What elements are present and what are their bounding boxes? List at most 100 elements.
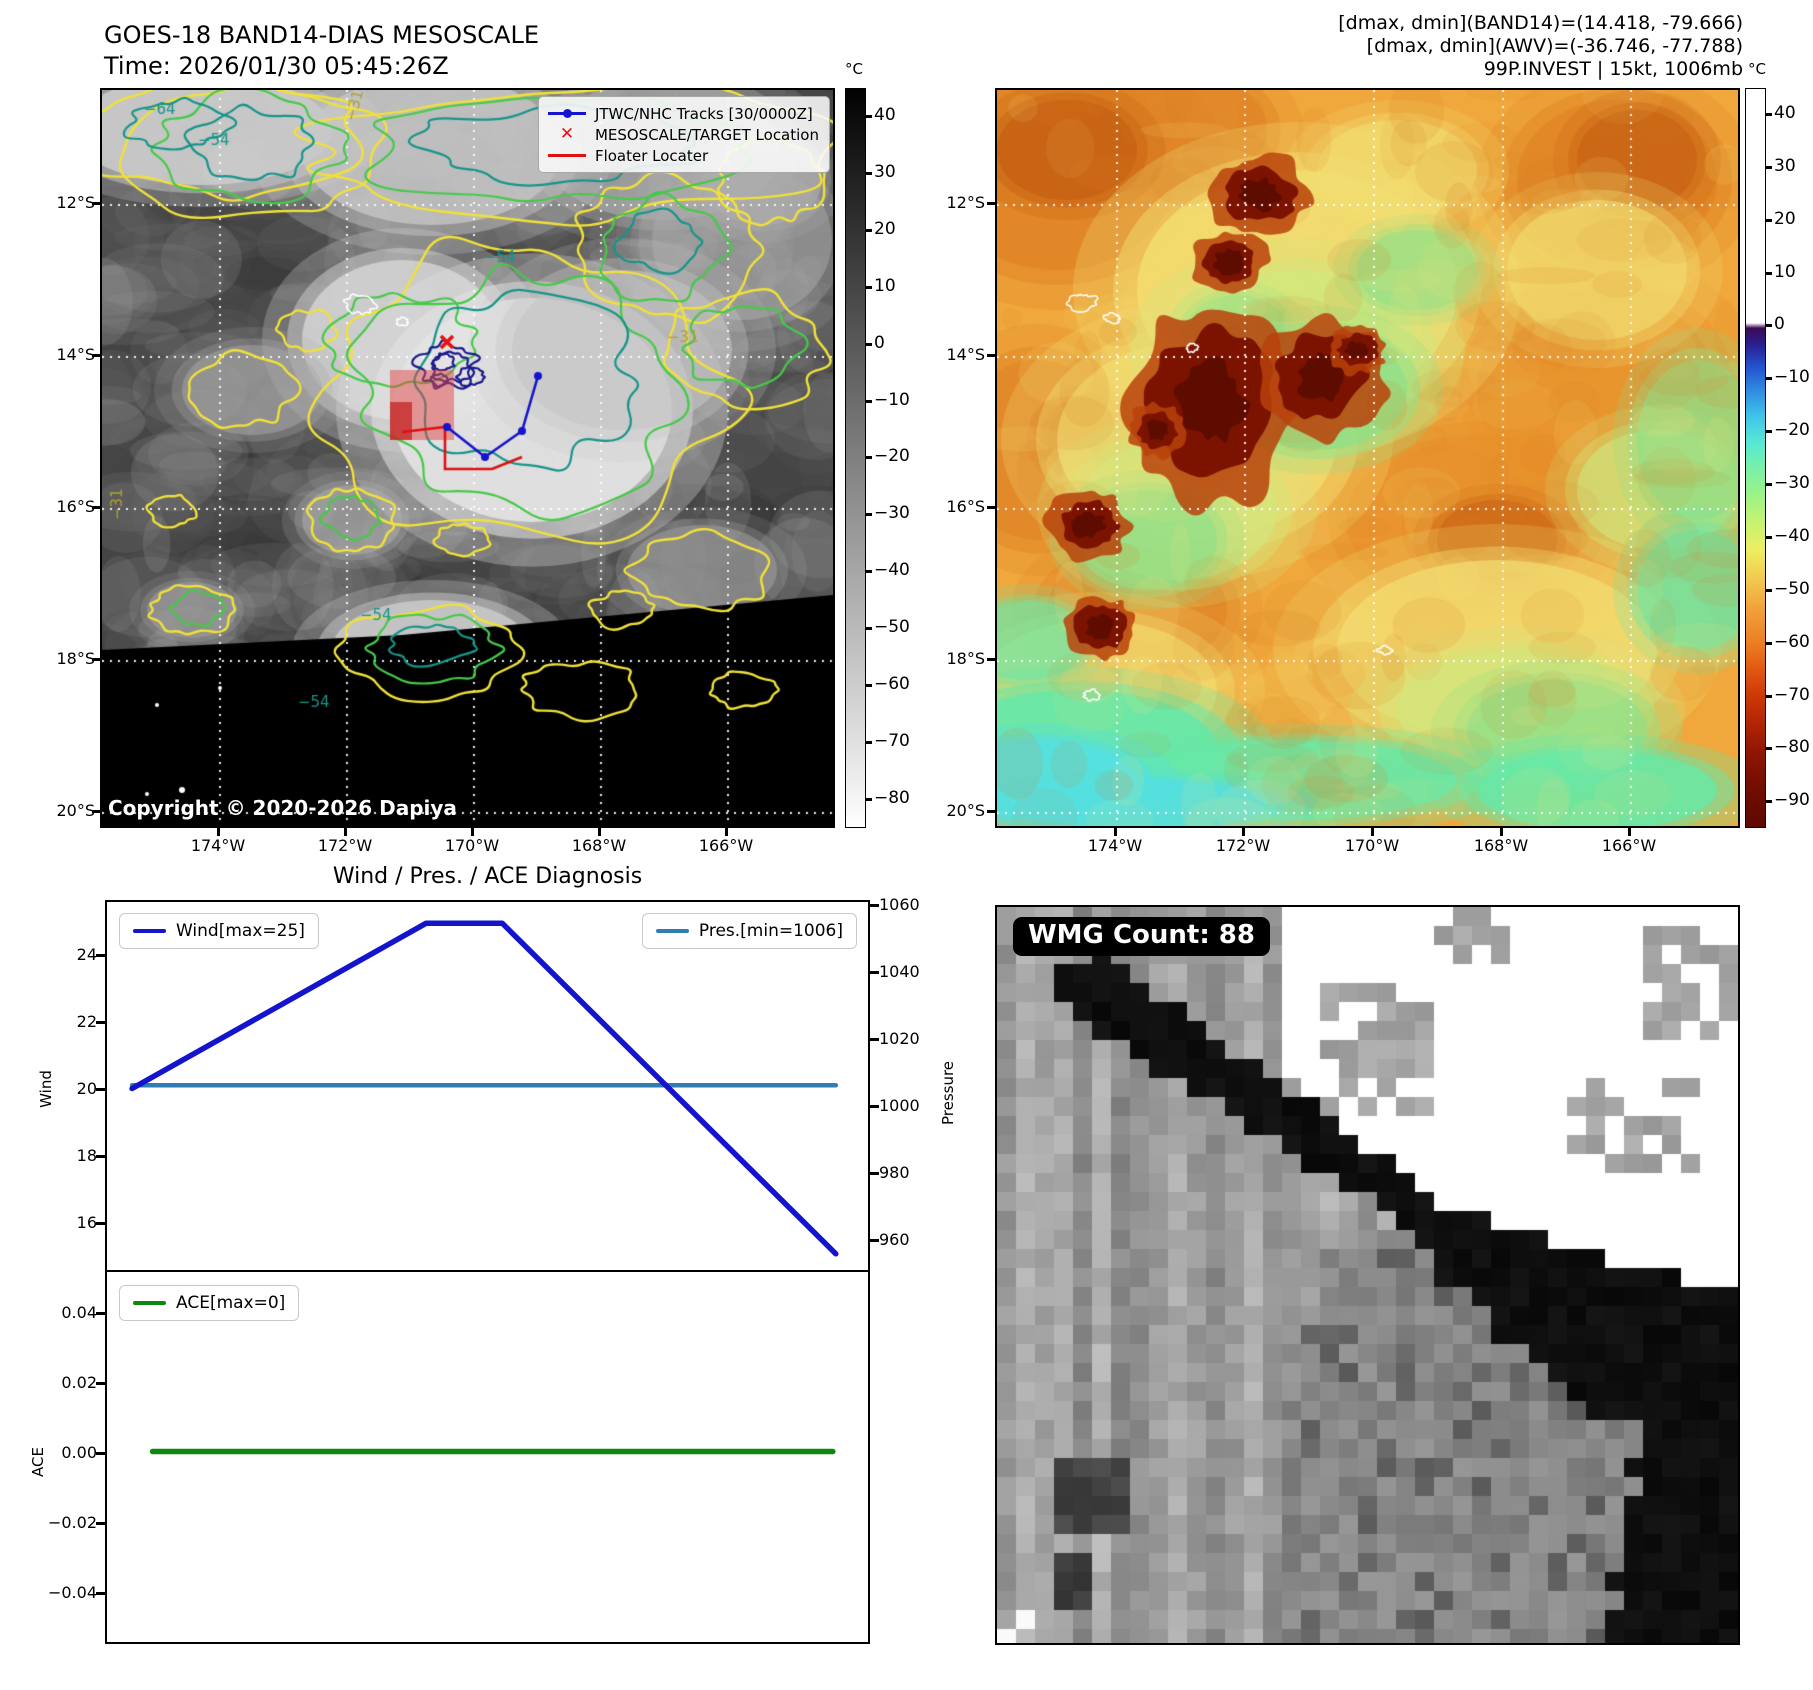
axis-tick-mark: [987, 353, 995, 357]
axis-tick-mark: [870, 1037, 879, 1041]
axis-tick-mark: [92, 657, 100, 661]
axis-tick-mark: [96, 1381, 105, 1385]
axis-tick-mark: [96, 1154, 105, 1158]
legend-row-target: ✕ MESOSCALE/TARGET Location: [548, 124, 819, 145]
wind-axis-label: Wind: [37, 1070, 55, 1108]
axis-tick-mark: [866, 798, 872, 801]
ir-colorbar-tick-label: 0: [874, 333, 885, 353]
wind-line-swatch: [133, 928, 166, 934]
ace-plot-area: [149, 1448, 836, 1455]
axis-tick-mark: [866, 343, 872, 346]
pressure-tick-label: 1060: [879, 895, 920, 914]
ir-lat-tick-label: 12°S: [56, 193, 95, 212]
pressure-tick-label: 1040: [879, 962, 920, 981]
axis-tick-mark: [96, 1221, 105, 1225]
axis-tick-mark: [1766, 483, 1772, 486]
awv-colorbar: [1745, 88, 1766, 828]
ir-colorbar-tick-label: 20: [874, 219, 896, 239]
wind-pressure-plot-area: [129, 920, 839, 1257]
pressure-axis-label: Pressure: [939, 1060, 957, 1126]
awv-lon-tick-label: 174°W: [1087, 836, 1143, 855]
ir-colorbar-tick-label: 30: [874, 162, 896, 182]
ir-panel-title-block: GOES-18 BAND14-DIAS MESOSCALE Time: 2026…: [104, 20, 539, 82]
awv-colorbar-tick-label: 40: [1774, 103, 1796, 123]
ace-legend-box: ACE[max=0]: [119, 1285, 300, 1321]
awv-lat-tick-label: 14°S: [946, 345, 985, 364]
ace-tick-label: −0.04: [47, 1583, 97, 1602]
awv-colorbar-tick-label: −70: [1774, 685, 1810, 705]
ace-chart: ACE[max=0]: [105, 1272, 870, 1644]
axis-tick-mark: [987, 201, 995, 205]
axis-tick-mark: [866, 627, 872, 630]
axis-tick-mark: [1766, 695, 1772, 698]
ir-lat-tick-label: 18°S: [56, 649, 95, 668]
awv-colorbar-tick-label: 10: [1774, 262, 1796, 282]
awv-colorbar-tick-label: 30: [1774, 156, 1796, 176]
pressure-legend-label: Pres.[min=1006]: [698, 921, 843, 941]
awv-colorbar-tick-label: −50: [1774, 579, 1810, 599]
awv-colorbar-tick-label: −60: [1774, 632, 1810, 652]
awv-lon-tick-label: 168°W: [1473, 836, 1529, 855]
target-x-icon: ✕: [559, 124, 575, 144]
awv-lon-tick-label: 172°W: [1215, 836, 1271, 855]
axis-tick-mark: [1370, 828, 1374, 836]
ir-colorbar-tick-label: −30: [874, 503, 910, 523]
wmg-panel: WMG Count: 88: [995, 905, 1740, 1645]
axis-tick-mark: [866, 513, 872, 516]
legend-row-floater: Floater Locater: [547, 145, 819, 166]
axis-tick-mark: [866, 286, 872, 289]
ace-tick-label: −0.02: [47, 1513, 97, 1532]
awv-colorbar-tick-label: −40: [1774, 526, 1810, 546]
axis-tick-mark: [987, 809, 995, 813]
ir-colorbar-tick-label: −50: [874, 617, 910, 637]
ace-legend-label: ACE[max=0]: [176, 1293, 286, 1313]
axis-tick-mark: [1766, 166, 1772, 169]
ir-satellite-map: JTWC/NHC Tracks [30/0000Z] ✕ MESOSCALE/T…: [100, 88, 835, 828]
awv-lat-tick-label: 20°S: [946, 801, 985, 820]
ace-tick-label: 0.00: [61, 1443, 97, 1462]
ir-colorbar: [845, 88, 866, 828]
pressure-tick-label: 1020: [879, 1029, 920, 1048]
axis-tick-mark: [1766, 219, 1772, 222]
axis-tick-mark: [1766, 589, 1772, 592]
ir-lon-tick-label: 172°W: [317, 836, 373, 855]
ir-colorbar-tick-label: −70: [874, 731, 910, 751]
wind-legend-box: Wind[max=25]: [119, 913, 319, 949]
axis-tick-mark: [92, 353, 100, 357]
axis-tick-mark: [870, 1238, 879, 1242]
track-line-icon: [547, 109, 586, 118]
ir-colorbar-tick-label: −20: [874, 446, 910, 466]
awv-colorbar-tick-label: −10: [1774, 367, 1810, 387]
awv-lat-tick-label: 12°S: [946, 193, 985, 212]
ir-colorbar-tick-label: −10: [874, 390, 910, 410]
ir-map-image: [102, 90, 833, 826]
wind-tick-label: 16: [76, 1213, 97, 1232]
wind-pressure-chart: Wind[max=25] Pres.[min=1006]: [105, 900, 870, 1272]
axis-tick-mark: [1499, 828, 1503, 836]
ir-colorbar-tick-label: 10: [874, 276, 896, 296]
axis-tick-mark: [1766, 272, 1772, 275]
axis-tick-mark: [866, 570, 872, 573]
axis-tick-mark: [1766, 377, 1772, 380]
axis-tick-mark: [987, 657, 995, 661]
wind-tick-label: 20: [76, 1079, 97, 1098]
ir-colorbar-unit: °C: [845, 60, 863, 78]
storm-info-block: [dmax, dmin](BAND14)=(14.418, -79.666) […: [1338, 12, 1743, 81]
axis-tick-mark: [1766, 430, 1772, 433]
axis-tick-mark: [870, 970, 879, 974]
info-band14-range: [dmax, dmin](BAND14)=(14.418, -79.666): [1338, 12, 1743, 34]
axis-tick-mark: [866, 684, 872, 687]
axis-tick-mark: [96, 1451, 105, 1455]
axis-tick-mark: [870, 903, 879, 907]
awv-colorbar-tick-label: −30: [1774, 473, 1810, 493]
axis-tick-mark: [1113, 828, 1117, 836]
pressure-legend-box: Pres.[min=1006]: [641, 913, 857, 949]
axis-tick-mark: [987, 505, 995, 509]
axis-tick-mark: [1241, 828, 1245, 836]
ir-lon-tick-label: 168°W: [571, 836, 627, 855]
awv-colorbar-tick-label: 0: [1774, 314, 1785, 334]
page-title: GOES-18 BAND14-DIAS MESOSCALE: [104, 21, 540, 49]
pressure-tick-label: 960: [879, 1230, 910, 1249]
legend-target-label: MESOSCALE/TARGET Location: [594, 125, 819, 144]
